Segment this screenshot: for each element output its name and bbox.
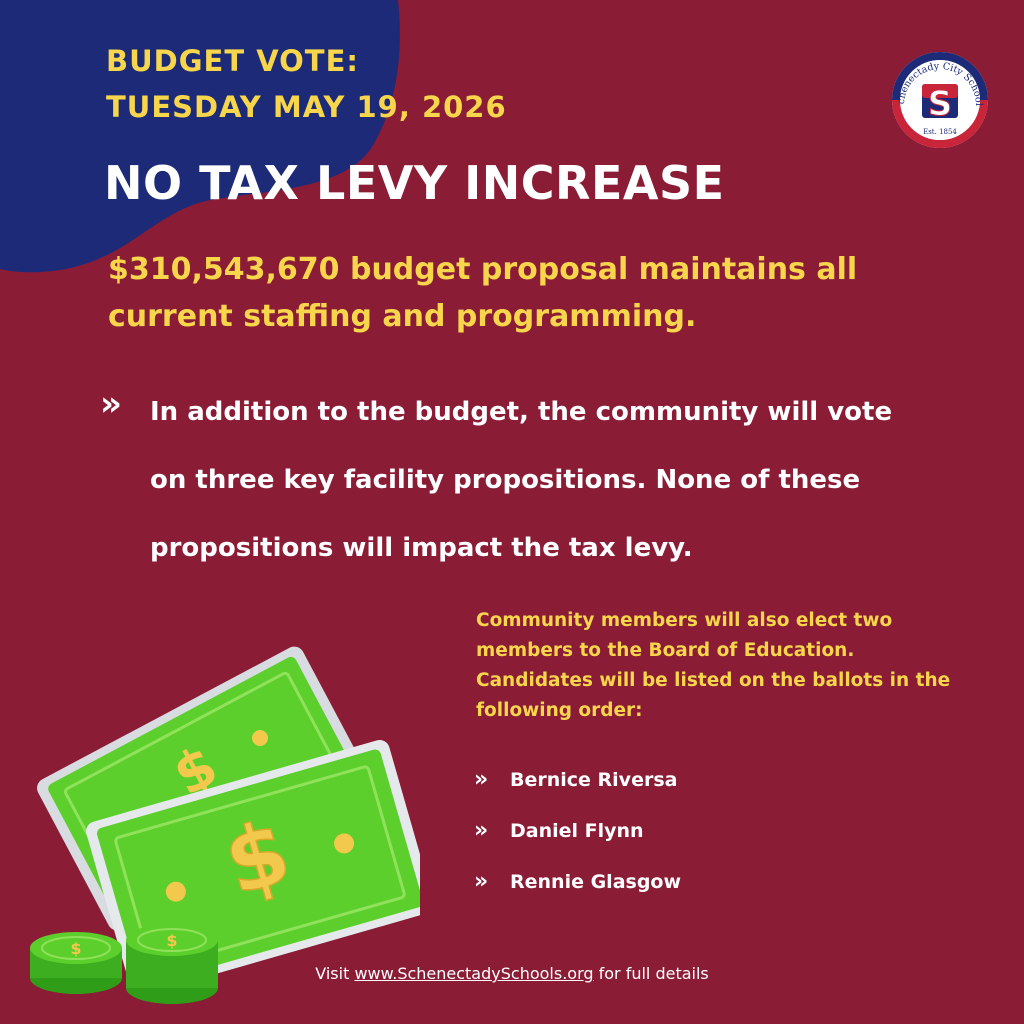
footer: Visit www.SchenectadySchools.org for ful… (0, 964, 1024, 983)
candidate-name: Rennie Glasgow (510, 871, 682, 893)
cash-money-icon: $ $ $ $ (30, 646, 420, 1004)
dollar-sign: $ (70, 939, 81, 958)
double-chevron-right-icon: » (474, 818, 488, 843)
website-link[interactable]: www.SchenectadySchools.org (354, 964, 594, 983)
vote-label: BUDGET VOTE: (106, 44, 359, 78)
district-logo: Schenectady City Schools S Est. 1854 (890, 50, 988, 148)
headline: NO TAX LEVY INCREASE (104, 156, 725, 210)
candidate-list: » Bernice Riversa » Daniel Flynn » Renni… (474, 762, 681, 915)
logo-letter: S (928, 84, 953, 124)
candidate-name: Daniel Flynn (510, 820, 644, 842)
propositions-bullet: » In addition to the budget, the communi… (100, 378, 930, 582)
double-chevron-right-icon: » (474, 767, 488, 792)
double-chevron-right-icon: » (474, 869, 488, 894)
candidate-name: Bernice Riversa (510, 769, 678, 791)
footer-prefix: Visit (315, 964, 350, 983)
list-item: » Daniel Flynn (474, 813, 681, 864)
footer-suffix: for full details (598, 964, 709, 983)
blue-blob-shape (0, 0, 400, 273)
list-item: » Rennie Glasgow (474, 864, 681, 915)
budget-proposal-text: $310,543,670 budget proposal maintains a… (108, 252, 858, 334)
logo-est-text: Est. 1854 (923, 128, 957, 136)
list-item: » Bernice Riversa (474, 762, 681, 813)
board-election-text: Community members will also elect two me… (476, 610, 951, 721)
double-chevron-right-icon: » (100, 384, 122, 424)
dollar-sign: $ (166, 931, 177, 950)
vote-date: TUESDAY MAY 19, 2026 (106, 90, 507, 124)
propositions-text: In addition to the budget, the community… (150, 397, 893, 563)
